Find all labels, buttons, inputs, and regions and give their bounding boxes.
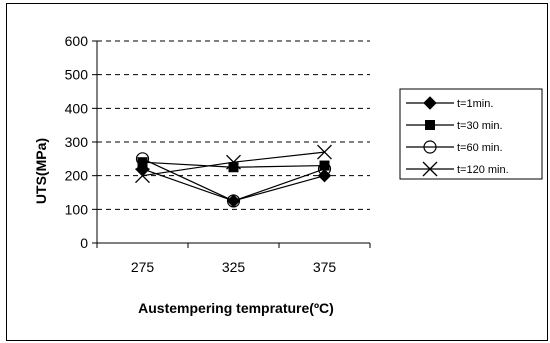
x-axis-title: Austempering temprature(ºC): [138, 300, 334, 316]
series-3-point-375: [317, 162, 332, 176]
legend-label-2: t=30 min.: [457, 120, 503, 132]
y-tick-label-500: 500: [65, 67, 89, 83]
series-3-point-325: [226, 194, 241, 208]
x-tick-label-375: 375: [313, 259, 337, 275]
series-4-point-275: [135, 168, 150, 184]
series-4-point-375: [317, 144, 332, 160]
x-tick-label-275: 275: [131, 259, 155, 275]
legend-items: t=1min. t=30 min. t=60 min. t=120 min.: [406, 96, 509, 177]
legend-label-3: t=60 min.: [457, 142, 503, 154]
y-tick-label-600: 600: [65, 33, 89, 49]
series-4-point-325-stroke-b: [226, 154, 241, 170]
legend-marker-1: [423, 96, 437, 110]
ticks-layer: 0 100 200 300 400 500 600 275 325 375: [65, 33, 371, 275]
series-4-point-325: [226, 154, 241, 170]
legend: t=1min. t=30 min. t=60 min. t=120 min.: [399, 88, 543, 180]
y-tick-label-100: 100: [65, 201, 89, 217]
y-tick-label-400: 400: [65, 100, 89, 116]
legend-marker-4: [422, 161, 438, 177]
y-tick-label-0: 0: [80, 235, 88, 251]
series-4: [135, 144, 332, 184]
series-4-point-375-stroke-b: [317, 144, 332, 160]
y-tick-label-200: 200: [65, 168, 89, 184]
legend-marker-4-stroke-b: [422, 161, 438, 177]
series-layer: [135, 144, 332, 208]
legend-item-4: t=120 min.: [406, 161, 509, 177]
x-tick-label-325: 325: [222, 259, 246, 275]
legend-item-2: t=30 min.: [406, 120, 503, 132]
y-axis-title: UTS(MPa): [33, 138, 49, 204]
series-line-3: [142, 158, 325, 202]
legend-label-4: t=120 min.: [457, 164, 509, 176]
series-1-point-375: [317, 168, 332, 183]
legend-box: [399, 88, 543, 180]
series-3: [135, 152, 332, 208]
y-tick-label-300: 300: [65, 134, 89, 150]
legend-marker-3: [423, 140, 437, 154]
legend-marker-2: [425, 120, 435, 130]
legend-label-1: t=1min.: [457, 98, 493, 110]
series-2: [137, 157, 330, 173]
legend-item-3: t=60 min.: [406, 140, 503, 154]
grid-layer: [97, 40, 370, 210]
series-3-point-275: [135, 152, 150, 166]
legend-item-1: t=1min.: [406, 96, 493, 110]
series-2-point-325: [228, 162, 239, 173]
series-4-point-275-stroke-b: [135, 168, 150, 184]
